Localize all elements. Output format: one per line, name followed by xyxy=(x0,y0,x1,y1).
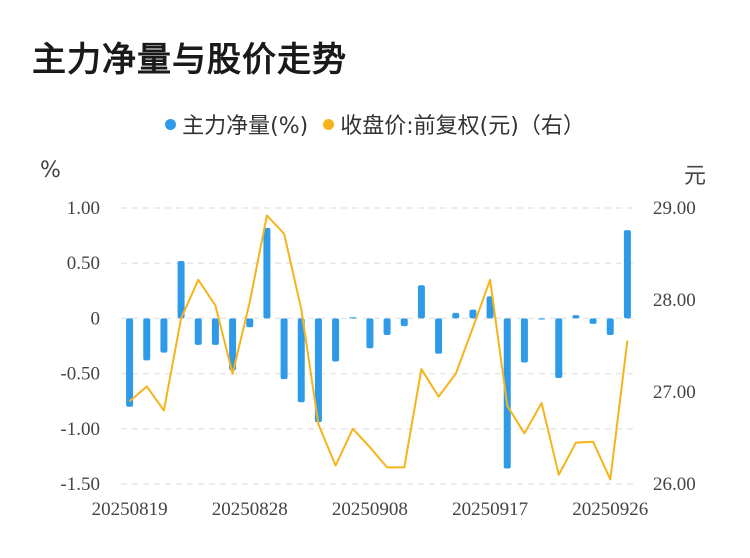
net-volume-bar xyxy=(623,230,631,319)
y-right-tick-label: 27.00 xyxy=(653,382,696,403)
close-price-line xyxy=(128,214,629,481)
left-axis-unit: % xyxy=(40,158,61,183)
y-left-tick-label: -0.50 xyxy=(60,364,100,385)
net-volume-bar xyxy=(589,318,597,324)
net-volume-bar xyxy=(383,318,391,335)
y-left-tick-label: 0 xyxy=(91,308,101,329)
y-left-tick-label: 0.50 xyxy=(67,253,100,274)
net-volume-bar xyxy=(555,318,563,379)
net-volume-bar xyxy=(538,318,546,320)
x-tick-label: 20250819 xyxy=(92,499,168,520)
net-volume-bar xyxy=(143,318,151,361)
net-volume-bar xyxy=(520,318,528,363)
net-volume-bar xyxy=(435,318,443,354)
legend-label-close-price: 收盘价:前复权(元)（右） xyxy=(340,114,585,139)
net-volume-bar xyxy=(280,318,288,380)
net-volume-bar xyxy=(314,318,322,423)
net-volume-bar xyxy=(211,318,219,345)
net-volume-bar xyxy=(263,227,271,319)
x-tick-label: 20250917 xyxy=(452,499,528,520)
y-left-tick-label: 1.00 xyxy=(67,198,100,219)
x-tick-label: 20250828 xyxy=(212,499,288,520)
chart-title: 主力净量与股价走势 xyxy=(32,40,347,80)
net-volume-bar xyxy=(177,260,185,319)
y-right-tick-label: 28.00 xyxy=(653,290,696,311)
y-right-tick-label: 26.00 xyxy=(653,474,696,495)
y-right-tick-label: 29.00 xyxy=(653,198,696,219)
x-tick-label: 20250926 xyxy=(572,499,648,520)
chart-legend: 主力净量(%) 收盘价:前复权(元)（右） xyxy=(0,108,750,140)
net-volume-bar xyxy=(297,318,305,403)
y-left-tick-label: -1.50 xyxy=(60,474,100,495)
legend-dot-yellow xyxy=(323,118,335,130)
net-volume-bar xyxy=(452,312,460,319)
net-volume-bar xyxy=(606,318,614,335)
legend-item-net-volume[interactable]: 主力净量(%) xyxy=(165,108,308,140)
net-volume-bar xyxy=(229,318,237,371)
net-volume-bar xyxy=(194,318,202,345)
net-volume-bar xyxy=(400,318,408,327)
y-left-tick-label: -1.00 xyxy=(60,419,100,440)
net-volume-bar xyxy=(366,318,374,349)
net-volume-bar xyxy=(469,309,477,319)
net-volume-bar xyxy=(349,317,357,319)
net-volume-bar xyxy=(246,318,254,328)
x-tick-label: 20250908 xyxy=(332,499,408,520)
net-volume-bar xyxy=(126,318,134,407)
net-volume-bar xyxy=(486,296,494,319)
net-volume-bar xyxy=(417,285,425,319)
net-volume-bar xyxy=(572,315,580,319)
net-volume-bar xyxy=(160,318,168,353)
net-volume-bar xyxy=(503,318,511,469)
net-volume-bar xyxy=(332,318,340,362)
right-axis-unit: 元 xyxy=(684,164,707,189)
legend-item-close-price[interactable]: 收盘价:前复权(元)（右） xyxy=(323,108,585,140)
legend-label-net-volume: 主力净量(%) xyxy=(182,114,309,139)
legend-dot-blue xyxy=(165,118,177,130)
